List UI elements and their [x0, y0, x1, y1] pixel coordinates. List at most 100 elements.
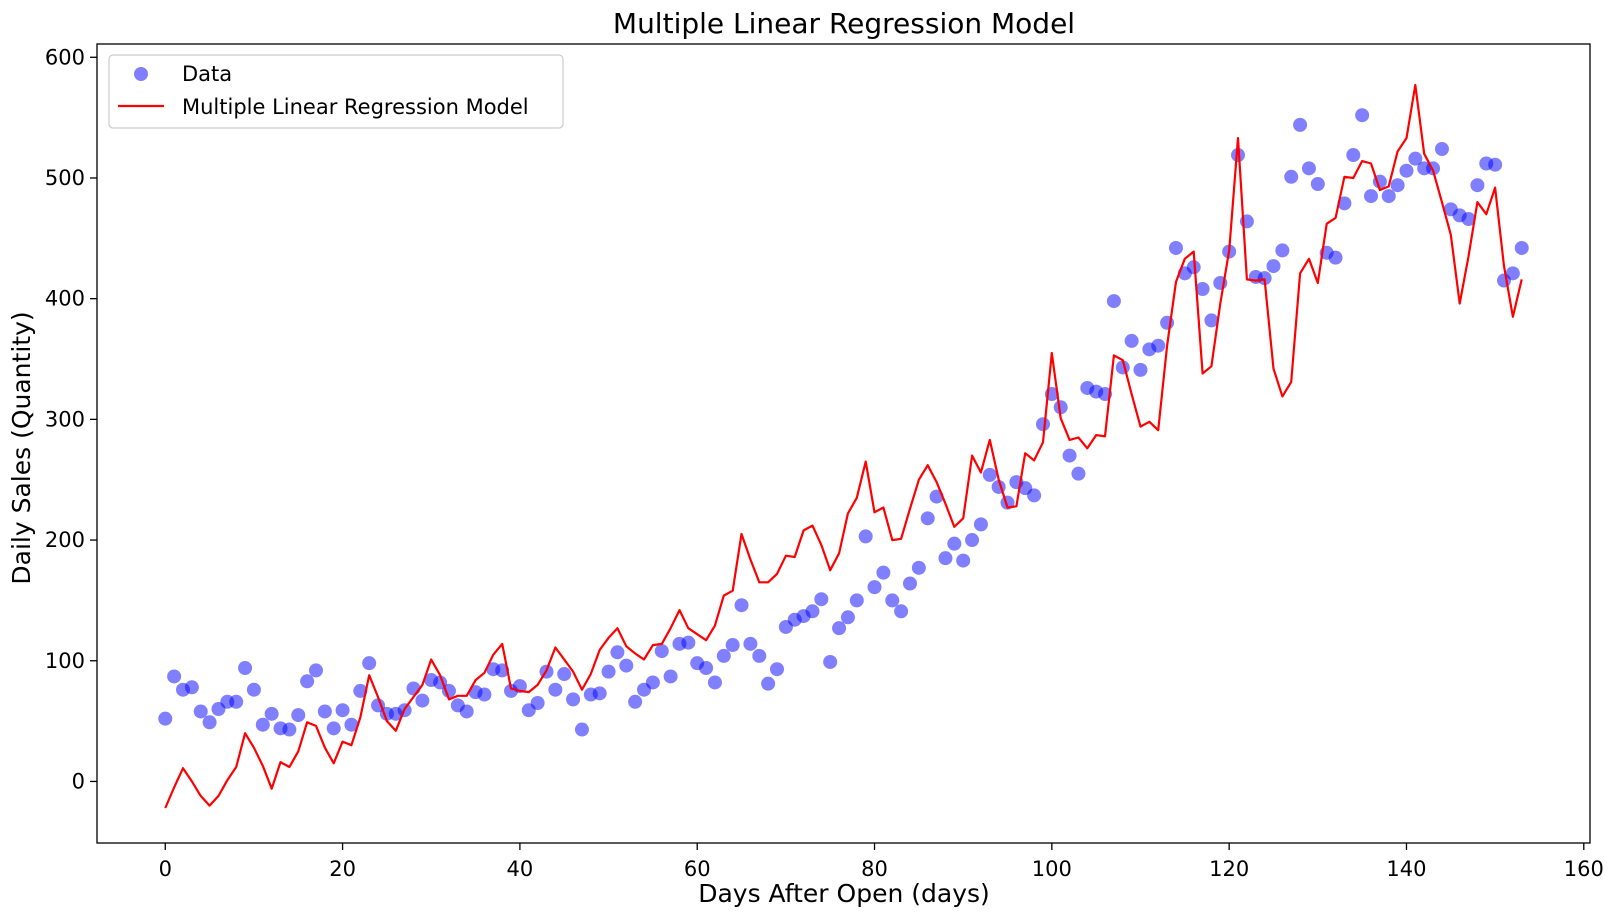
regression-line — [164, 83, 1523, 809]
x-tick-label: 80 — [861, 857, 888, 881]
data-point — [566, 692, 581, 707]
data-point — [574, 722, 589, 737]
data-point — [202, 715, 217, 730]
data-point — [557, 667, 572, 682]
x-tick-label: 140 — [1386, 857, 1426, 881]
data-point — [770, 662, 785, 677]
data-point — [1505, 266, 1520, 281]
x-tick-label: 40 — [507, 857, 534, 881]
data-point — [628, 694, 643, 709]
data-point — [752, 648, 767, 663]
data-point — [335, 703, 350, 718]
data-point — [645, 675, 660, 690]
data-point — [1071, 466, 1086, 481]
data-point — [1364, 189, 1379, 204]
y-tick-label: 300 — [45, 407, 85, 431]
plot-area — [158, 83, 1529, 809]
legend: Data Multiple Linear Regression Model — [108, 54, 564, 129]
y-tick-label: 600 — [45, 45, 85, 69]
data-point — [1514, 240, 1529, 255]
data-point — [654, 644, 669, 659]
data-point — [238, 660, 253, 675]
data-point — [1337, 196, 1352, 211]
data-point — [823, 654, 838, 669]
data-point — [344, 717, 359, 732]
data-point — [956, 553, 971, 568]
data-point — [1035, 417, 1050, 432]
y-tick-label: 100 — [45, 649, 85, 673]
data-point — [326, 721, 341, 736]
data-point — [619, 658, 634, 673]
data-point — [1408, 151, 1423, 166]
data-point — [938, 551, 953, 566]
data-point — [1399, 163, 1414, 178]
data-point — [885, 593, 900, 608]
data-point — [459, 704, 474, 719]
data-point — [1168, 240, 1183, 255]
data-point — [610, 645, 625, 660]
data-point — [1381, 189, 1396, 204]
data-point — [291, 708, 306, 723]
data-point — [1266, 259, 1281, 274]
data-point — [867, 580, 882, 595]
data-point — [1204, 313, 1219, 328]
axes: 0 20 40 60 80 100 120 140 160 0 100 200 300 400 500 600 — [45, 43, 1604, 881]
data-point — [1106, 294, 1121, 309]
data-point — [725, 638, 740, 653]
data-point — [1186, 260, 1201, 275]
data-point — [805, 604, 820, 619]
y-axis-label: Daily Sales (Quantity) — [7, 311, 36, 584]
y-tick-label: 400 — [45, 287, 85, 311]
data-point — [1257, 271, 1272, 286]
data-point — [415, 693, 430, 708]
x-tick-label: 20 — [329, 857, 356, 881]
data-point — [1027, 488, 1042, 503]
data-point — [1355, 108, 1370, 123]
data-point — [246, 682, 261, 697]
data-point — [1434, 142, 1449, 157]
data-point — [1062, 448, 1077, 463]
data-point — [300, 674, 315, 689]
y-tick-label: 0 — [72, 769, 85, 793]
data-point — [229, 694, 244, 709]
chart-title: Multiple Linear Regression Model — [613, 7, 1075, 40]
data-point — [1284, 169, 1299, 184]
data-point — [832, 621, 847, 636]
data-point — [743, 636, 758, 651]
data-point — [193, 704, 208, 719]
data-point — [663, 669, 678, 684]
data-point — [308, 663, 323, 678]
data-point — [317, 704, 332, 719]
data-point — [707, 675, 722, 690]
data-point — [1275, 243, 1290, 258]
y-tick-label: 500 — [45, 166, 85, 190]
data-point — [1310, 177, 1325, 192]
data-point — [362, 656, 377, 671]
data-point — [1293, 117, 1308, 132]
data-point — [681, 635, 696, 650]
data-point — [849, 593, 864, 608]
data-point — [1124, 333, 1139, 348]
data-point — [264, 706, 279, 721]
x-tick-label: 100 — [1032, 857, 1072, 881]
data-point — [734, 598, 749, 613]
legend-label-data: Data — [182, 62, 232, 86]
data-point — [1461, 212, 1476, 227]
data-point — [1346, 148, 1361, 163]
data-point — [1053, 400, 1068, 415]
data-point — [699, 660, 714, 675]
data-point — [911, 560, 926, 575]
data-point — [876, 565, 891, 580]
data-point — [184, 680, 199, 695]
data-point — [548, 682, 563, 697]
data-point — [1301, 161, 1316, 176]
data-point — [1133, 362, 1148, 377]
data-point — [1390, 178, 1405, 193]
data-point — [894, 604, 909, 619]
data-point — [982, 467, 997, 482]
x-axis-label: Days After Open (days) — [698, 879, 990, 908]
x-tick-label: 120 — [1209, 857, 1249, 881]
data-point — [255, 717, 270, 732]
data-point — [477, 687, 492, 702]
